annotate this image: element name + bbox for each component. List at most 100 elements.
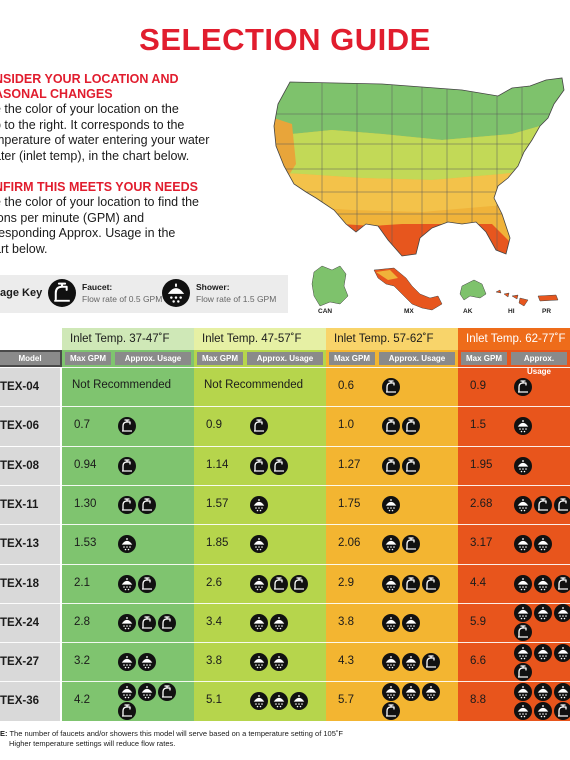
max-gpm-value: 5.9 [470, 615, 486, 628]
shower-icon [270, 653, 288, 672]
faucet-icon [118, 456, 136, 475]
max-gpm-value: 1.30 [74, 497, 97, 510]
mexico-map [373, 267, 443, 311]
faucet-icon [138, 574, 156, 593]
not-recommended: Not Recommended [204, 379, 304, 391]
shower-icon [382, 535, 400, 554]
max-gpm-value: 3.8 [338, 615, 354, 628]
max-gpm-value: 1.27 [338, 458, 361, 471]
shower-icon [514, 682, 532, 701]
location-text: e the color of your location on the p to… [0, 102, 210, 163]
max-gpm-value: 3.4 [206, 615, 222, 628]
needs-text: e the color of your location to find the… [0, 195, 199, 256]
faucet-key-desc: Flow rate of 0.5 GPM [82, 294, 163, 304]
model-cell: TEX-06 [0, 407, 60, 447]
shower-icon [270, 692, 288, 711]
map-label-hi: HI [508, 308, 515, 315]
shower-icon [118, 535, 136, 554]
needs-heading: NFIRM THIS MEETS YOUR NEEDS [0, 180, 198, 194]
faucet-icon [118, 701, 136, 720]
faucet-icon [158, 613, 176, 632]
row-divider [0, 563, 570, 565]
max-gpm-value: 0.9 [206, 419, 222, 432]
row-divider [0, 524, 570, 526]
shower-icon [250, 535, 268, 554]
model-cell: TEX-13 [0, 525, 60, 565]
shower-icon [402, 613, 420, 632]
row-divider [0, 484, 570, 486]
location-section: NSIDER YOUR LOCATION AND ASONAL CHANGES e… [0, 72, 226, 164]
shower-icon [514, 456, 532, 475]
not-recommended: Not Recommended [72, 379, 172, 391]
shower-icon [514, 643, 532, 662]
faucet-icon [514, 623, 532, 642]
alaska-map [459, 279, 487, 301]
shower-icon [554, 643, 570, 662]
shower-icon [554, 604, 570, 623]
max-gpm-header: Max GPM [461, 352, 507, 365]
row-divider [0, 642, 570, 644]
model-cell: TEX-27 [0, 643, 60, 683]
map-label-mx: MX [404, 308, 414, 315]
faucet-icon [514, 662, 532, 681]
max-gpm-value: 1.53 [74, 537, 97, 550]
row-divider [0, 681, 570, 683]
max-gpm-value: 1.57 [206, 497, 229, 510]
max-gpm-header: Max GPM [329, 352, 375, 365]
temp-band-header: Inlet Temp. 47-57˚F [194, 328, 326, 350]
max-gpm-value: 5.7 [338, 694, 354, 707]
max-gpm-value: 2.68 [470, 497, 493, 510]
temp-band-header: Inlet Temp. 62-77˚F [458, 328, 570, 350]
shower-icon [422, 682, 440, 701]
max-gpm-value: 1.0 [338, 419, 354, 432]
shower-icon [534, 535, 552, 554]
max-gpm-value: 1.85 [206, 537, 229, 550]
temp-band-header: Inlet Temp. 57-62˚F [326, 328, 458, 350]
max-gpm-value: 5.1 [206, 694, 222, 707]
faucet-icon [402, 574, 420, 593]
shower-icon [162, 279, 190, 307]
footnote: E: The number of faucets and/or showers … [0, 729, 343, 748]
max-gpm-value: 0.6 [338, 380, 354, 392]
faucet-icon [554, 495, 570, 514]
max-gpm-value: 3.2 [74, 655, 90, 668]
map-label-ak: AK [463, 308, 473, 315]
model-cell: TEX-24 [0, 603, 60, 643]
shower-icon [382, 653, 400, 672]
shower-icon [382, 682, 400, 701]
max-gpm-value: 1.75 [338, 497, 361, 510]
shower-icon [270, 613, 288, 632]
shower-icon [118, 682, 136, 701]
faucet-icon [270, 456, 288, 475]
faucet-icon [270, 574, 288, 593]
shower-icon [118, 613, 136, 632]
puerto-rico-map [537, 294, 559, 302]
shower-icon [250, 495, 268, 514]
approx-usage-header: Approx. Usage [379, 352, 455, 365]
faucet-icon [382, 417, 400, 436]
shower-icon [514, 604, 532, 623]
faucet-icon [402, 535, 420, 554]
hawaii-map [495, 289, 529, 307]
shower-icon [534, 643, 552, 662]
faucet-icon [138, 613, 156, 632]
max-gpm-value: 4.3 [338, 655, 354, 668]
max-gpm-value: 3.17 [470, 537, 493, 550]
shower-key-desc: Flow rate of 1.5 GPM [196, 294, 277, 304]
map-label-can: CAN [318, 308, 333, 315]
map-label-pr: PR [542, 308, 552, 315]
max-gpm-value: 0.94 [74, 458, 97, 471]
faucet-icon [534, 495, 552, 514]
shower-icon [534, 701, 552, 720]
temp-band-header: Inlet Temp. 37-47˚F [62, 328, 194, 350]
max-gpm-value: 1.5 [470, 419, 486, 432]
model-header: Model [0, 352, 60, 365]
faucet-icon [118, 495, 136, 514]
shower-icon [514, 417, 532, 436]
page-title: SELECTION GUIDE [139, 22, 431, 57]
row-divider [0, 367, 570, 368]
max-gpm-value: 3.8 [206, 655, 222, 668]
max-gpm-value: 1.95 [470, 458, 493, 471]
faucet-icon [118, 417, 136, 436]
approx-usage-header: Approx. Usage [115, 352, 191, 365]
